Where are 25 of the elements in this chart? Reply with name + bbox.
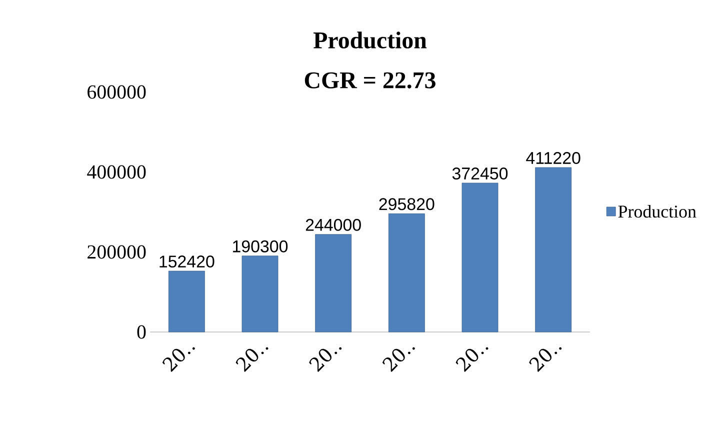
bar	[388, 213, 425, 332]
bar	[535, 167, 572, 332]
bar	[168, 270, 205, 332]
chart-title: Production	[314, 32, 427, 48]
y-tick-label: 0	[137, 325, 146, 339]
bar	[462, 182, 498, 332]
x-tick-label: 20‥	[309, 347, 342, 372]
data-label: 411220	[526, 152, 580, 164]
data-label: 190300	[233, 240, 288, 252]
y-tick-label: 600000	[88, 85, 146, 99]
x-tick-label: 20‥	[529, 347, 562, 372]
y-tick-label: 400000	[87, 165, 146, 179]
data-label: 372450	[452, 168, 508, 180]
x-tick-label: 20‥	[456, 347, 488, 372]
bar	[242, 256, 278, 332]
x-tick-label: 20‥	[382, 347, 415, 372]
x-tick-label: 20‥	[236, 347, 268, 372]
x-tick-label: 20‥	[162, 347, 195, 372]
data-label: 152420	[160, 256, 214, 268]
legend-label: Production	[618, 205, 696, 218]
bar	[315, 234, 352, 332]
y-tick-label: 200000	[88, 245, 146, 259]
data-label: 244000	[306, 218, 361, 231]
chart-subtitle: CGR = 22.73	[304, 72, 436, 88]
data-label: 295820	[379, 198, 434, 210]
